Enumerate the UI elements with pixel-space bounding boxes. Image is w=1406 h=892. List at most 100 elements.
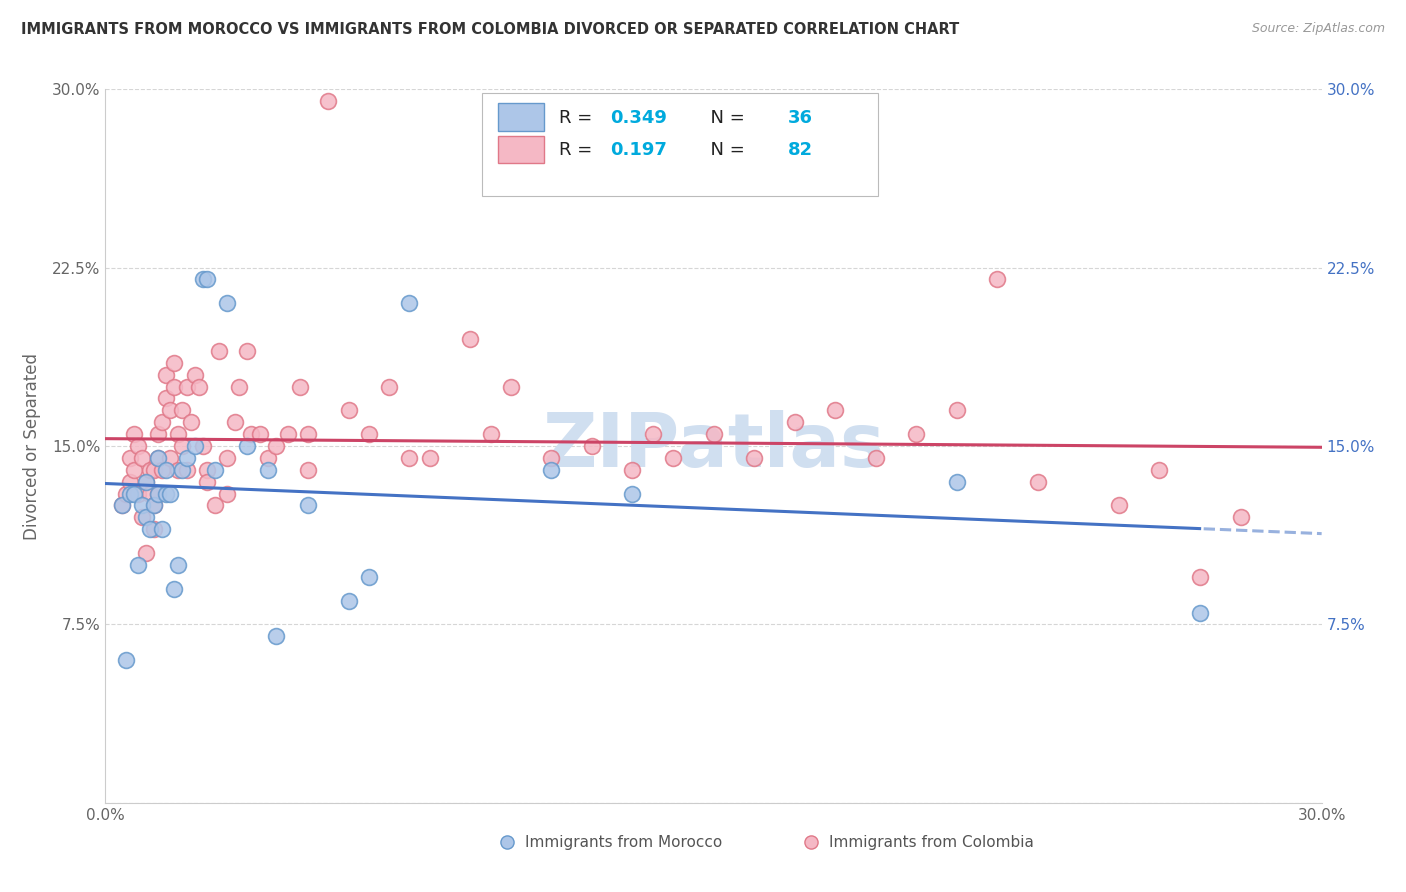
Point (131, 510, 153, 524)
Point (143, 463, 166, 477)
Point (256, 463, 278, 477)
Point (191, 439, 214, 453)
Point (297, 463, 319, 477)
Point (288, 379, 311, 393)
Point (865, 450, 887, 465)
Point (159, 450, 181, 465)
Text: 0.197: 0.197 (610, 141, 666, 159)
Point (357, 427, 380, 442)
Point (176, 450, 198, 465)
FancyBboxPatch shape (482, 93, 877, 196)
Point (167, 427, 190, 442)
Text: IMMIGRANTS FROM MOROCCO VS IMMIGRANTS FROM COLOMBIA DIVORCED OR SEPARATED CORREL: IMMIGRANTS FROM MOROCCO VS IMMIGRANTS FR… (21, 22, 959, 37)
Point (122, 463, 145, 477)
Point (131, 499, 153, 513)
Point (318, 94, 340, 108)
Point (163, 379, 186, 393)
Point (204, 499, 226, 513)
Point (297, 499, 319, 513)
Point (172, 403, 194, 417)
Point (155, 368, 177, 382)
Point (135, 510, 157, 524)
Text: Immigrants from Colombia: Immigrants from Colombia (830, 835, 1033, 849)
Point (172, 439, 194, 453)
Point (163, 356, 186, 370)
Point (1229, 510, 1251, 524)
Text: 0.349: 0.349 (610, 109, 666, 127)
Point (945, 475, 967, 489)
Point (264, 629, 287, 643)
Point (742, 450, 765, 465)
Point (195, 272, 218, 286)
Point (118, 475, 141, 489)
Point (581, 439, 603, 453)
FancyBboxPatch shape (498, 136, 544, 162)
Point (155, 463, 177, 477)
Point (114, 486, 136, 500)
Point (1189, 606, 1212, 620)
Point (167, 558, 190, 572)
Text: ZIPatlas: ZIPatlas (543, 409, 884, 483)
Point (187, 379, 209, 393)
Point (1149, 463, 1171, 477)
Point (217, 296, 239, 310)
Point (479, 427, 502, 442)
Point (236, 343, 259, 358)
Point (150, 415, 173, 429)
Point (662, 450, 685, 465)
Point (256, 450, 278, 465)
Point (127, 558, 149, 572)
Point (1189, 570, 1212, 584)
Point (122, 486, 145, 500)
Point (183, 368, 205, 382)
Point (155, 392, 177, 406)
Point (127, 486, 149, 500)
Point (249, 427, 271, 442)
Point (180, 415, 202, 429)
Point (204, 463, 226, 477)
Point (224, 415, 246, 429)
Point (378, 379, 401, 393)
Point (163, 582, 186, 596)
Point (135, 475, 157, 489)
Point (236, 439, 259, 453)
Text: R =: R = (560, 109, 598, 127)
Point (641, 427, 664, 442)
Point (195, 475, 218, 489)
Point (122, 427, 145, 442)
Point (208, 343, 231, 358)
Point (146, 450, 169, 465)
Point (945, 403, 967, 417)
Point (159, 486, 181, 500)
Point (228, 379, 250, 393)
Point (1026, 475, 1049, 489)
Point (783, 415, 806, 429)
Point (337, 403, 360, 417)
Point (176, 463, 198, 477)
Point (398, 296, 420, 310)
Point (146, 450, 169, 465)
Point (155, 486, 177, 500)
Point (217, 486, 239, 500)
Point (905, 427, 928, 442)
Point (217, 450, 239, 465)
Y-axis label: Divorced or Separated: Divorced or Separated (22, 352, 41, 540)
Point (135, 546, 157, 560)
Point (150, 522, 173, 536)
Point (195, 463, 218, 477)
Point (540, 450, 562, 465)
Point (143, 499, 166, 513)
Point (337, 593, 360, 607)
Text: N =: N = (699, 109, 751, 127)
Point (114, 653, 136, 667)
Point (621, 463, 644, 477)
Point (1108, 499, 1130, 513)
Point (131, 450, 153, 465)
Point (621, 486, 644, 500)
Point (419, 450, 441, 465)
Point (540, 463, 562, 477)
Point (499, 379, 522, 393)
Text: 82: 82 (787, 141, 813, 159)
Point (986, 272, 1008, 286)
Text: R =: R = (560, 141, 603, 159)
